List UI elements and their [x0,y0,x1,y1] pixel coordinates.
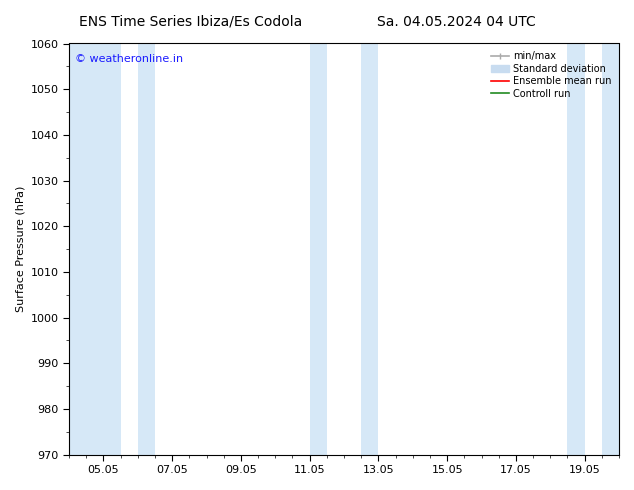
Text: ENS Time Series Ibiza/Es Codola: ENS Time Series Ibiza/Es Codola [79,15,302,29]
Bar [138,44,155,455]
Legend: min/max, Standard deviation, Ensemble mean run, Controll run: min/max, Standard deviation, Ensemble me… [488,49,614,101]
Bar [309,44,327,455]
Bar [69,44,120,455]
Bar [567,44,585,455]
Bar [361,44,378,455]
Text: Sa. 04.05.2024 04 UTC: Sa. 04.05.2024 04 UTC [377,15,536,29]
Bar [602,44,619,455]
Text: © weatheronline.in: © weatheronline.in [75,54,183,64]
Y-axis label: Surface Pressure (hPa): Surface Pressure (hPa) [15,186,25,312]
